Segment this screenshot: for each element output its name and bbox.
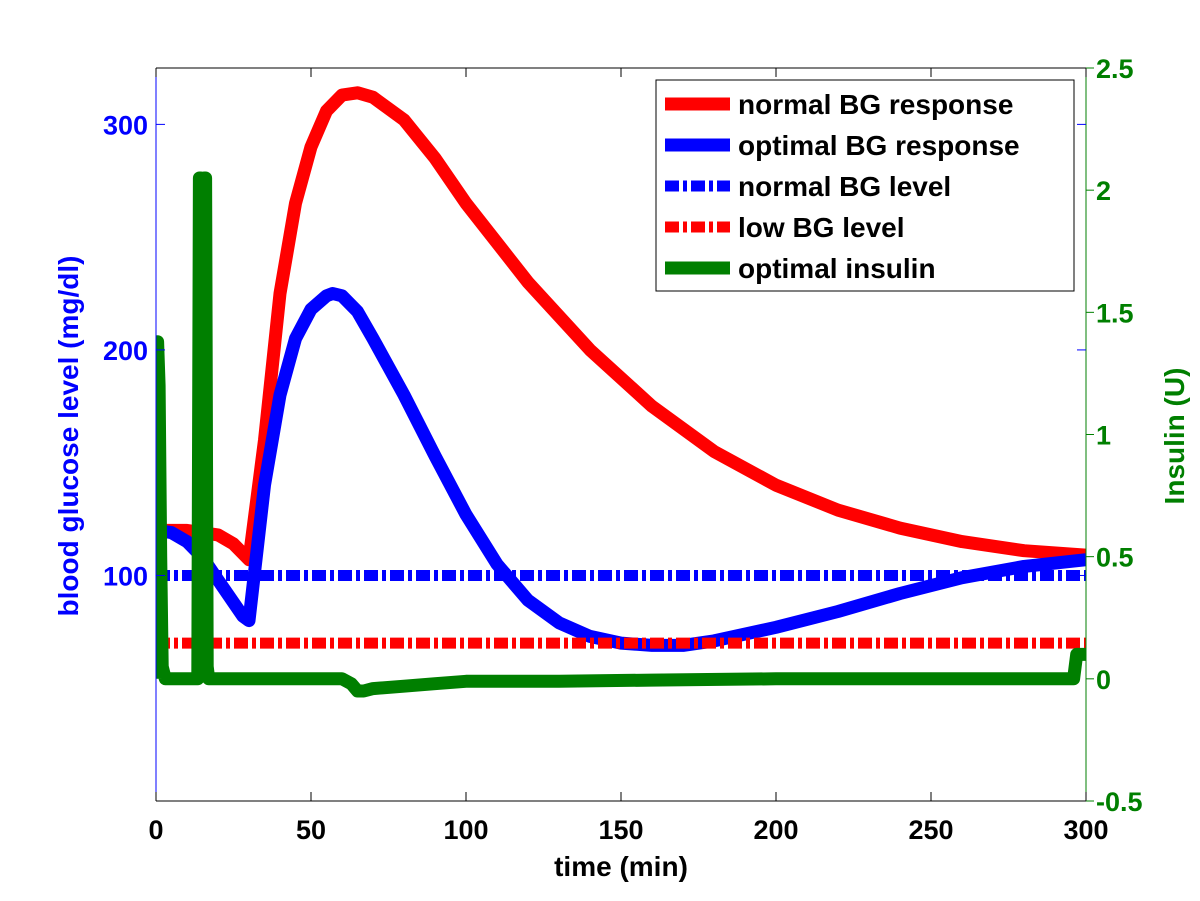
x-tick-label: 0 (148, 815, 163, 845)
series-line-optimal-insulin (156, 171, 1086, 698)
right-y-tick-label: 2.5 (1096, 54, 1134, 84)
left-y-tick-label: 100 (103, 561, 148, 591)
series-line-normal-bg-response (156, 86, 1086, 567)
left-y-tick-label: 200 (103, 336, 148, 366)
right-y-axis-title: Insulin (U) (1159, 368, 1190, 505)
legend-label: normal BG level (738, 171, 951, 202)
legend-label: low BG level (738, 212, 905, 243)
legend-label: optimal BG response (738, 130, 1020, 161)
right-y-tick-label: -0.5 (1096, 787, 1143, 817)
right-y-tick-label: 2 (1096, 176, 1111, 206)
x-tick-label: 250 (908, 815, 953, 845)
right-y-tick-label: 1 (1096, 421, 1111, 451)
right-y-tick-label: 1.5 (1096, 298, 1134, 328)
series-line-optimal-bg-response (156, 287, 1086, 652)
x-tick-label: 300 (1063, 815, 1108, 845)
right-y-tick-label: 0 (1096, 665, 1111, 695)
x-tick-label: 50 (296, 815, 326, 845)
left-y-tick-label: 300 (103, 110, 148, 140)
legend: normal BG response optimal BG response nor… (655, 79, 1075, 292)
x-tick-label: 150 (598, 815, 643, 845)
x-axis-title: time (min) (554, 851, 688, 882)
x-tick-label: 100 (443, 815, 488, 845)
left-y-axis-title: blood glucose level (mg/dl) (53, 256, 84, 617)
legend-label: normal BG response (738, 89, 1013, 120)
legend-label: optimal insulin (738, 253, 936, 284)
x-tick-label: 200 (753, 815, 798, 845)
right-y-tick-label: 0.5 (1096, 543, 1134, 573)
